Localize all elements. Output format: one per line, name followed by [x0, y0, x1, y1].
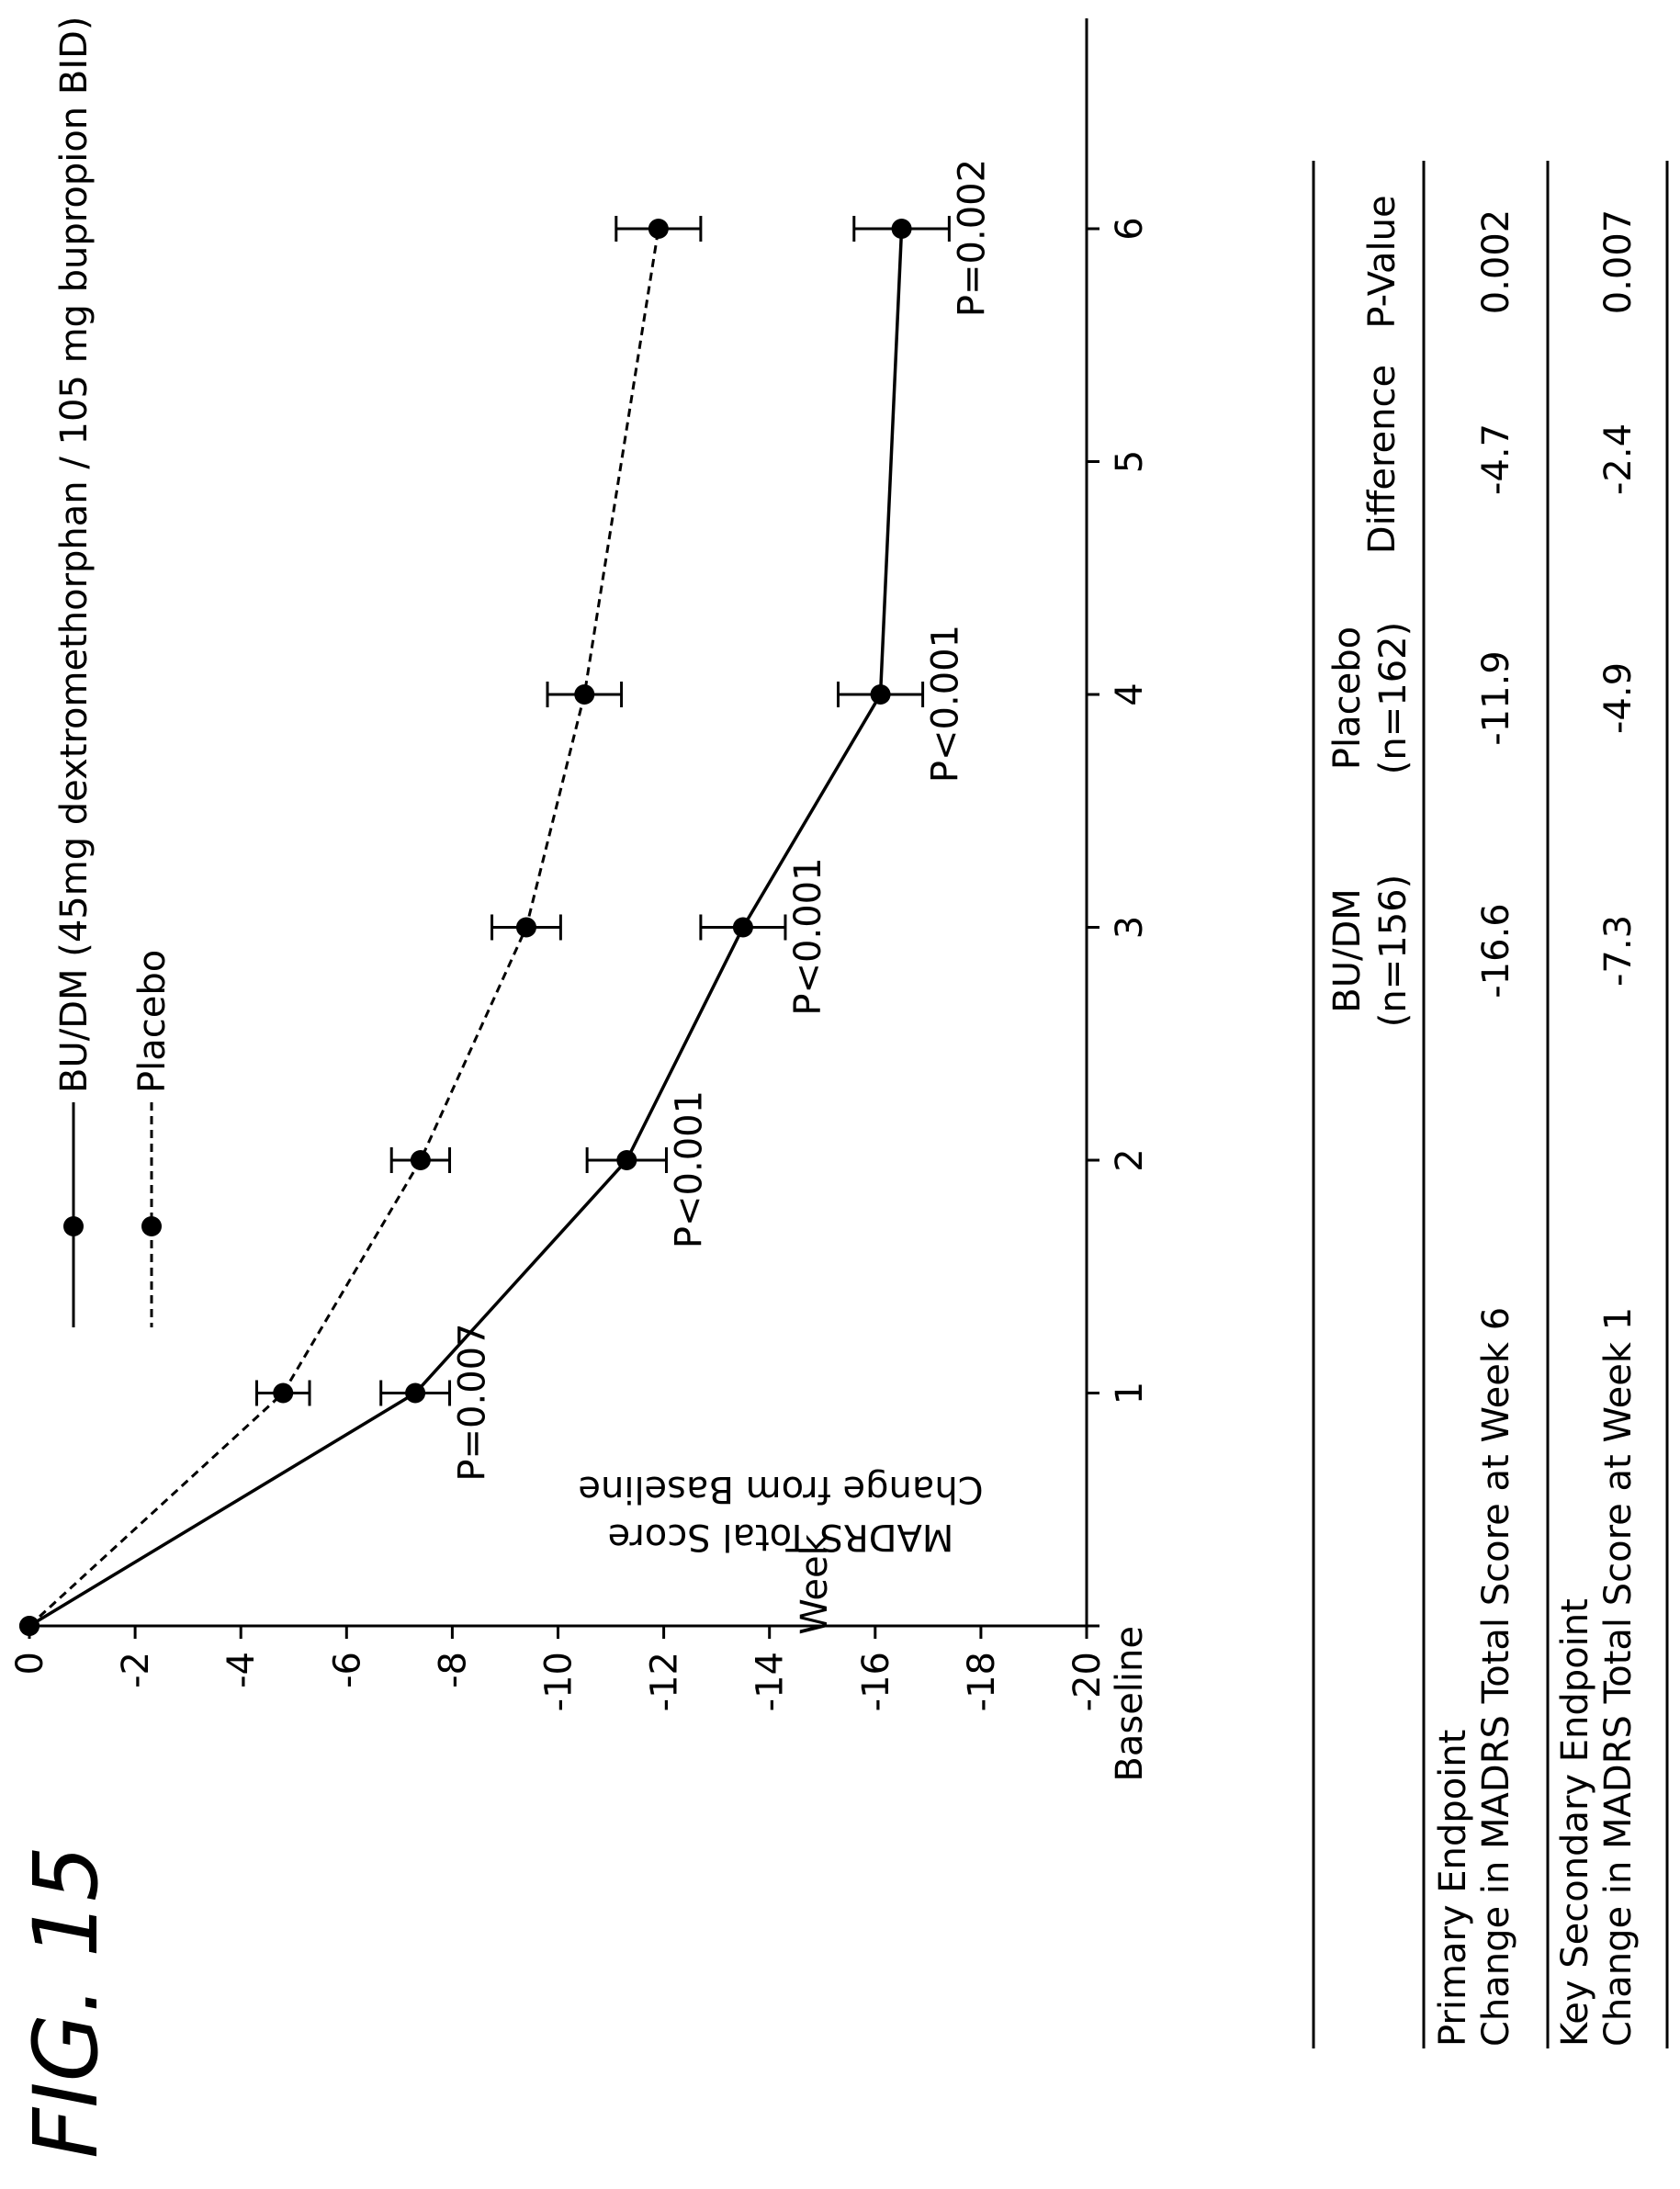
- y-tick-label: -16: [855, 1652, 897, 1711]
- x-tick-label: 5: [1109, 450, 1151, 473]
- p-value-annotation-group: P<0.001: [668, 1090, 710, 1248]
- row2-pvalue: 0.007: [1597, 209, 1640, 315]
- line-chart: 0 -2 -4 -6 -8 -10 -12 -14 -16 -18 -20 Baseline 1 2 3 4…: [9, 16, 1151, 1781]
- p-value-annotation-group: P=0.002: [951, 159, 993, 317]
- header-placebo-n: (n=162): [1372, 622, 1415, 774]
- y-tick-label-group: -14: [750, 1652, 792, 1711]
- x-tick-label-group: 1: [1109, 1382, 1151, 1405]
- row1-label-line2: Change in MADRS Total Score at Week 6: [1475, 1307, 1517, 2047]
- row1-label-line1: Primary Endpoint: [1432, 1730, 1474, 2047]
- x-tick-label: Baseline: [1109, 1626, 1151, 1782]
- series-0-point: [732, 917, 753, 938]
- x-tick-label-group: 4: [1109, 683, 1151, 705]
- p-value-annotation: P=0.002: [951, 159, 993, 317]
- row1-placebo: -11.9: [1475, 650, 1517, 746]
- y-tick-label-group: -12: [644, 1652, 686, 1711]
- series-layer: [19, 216, 951, 1636]
- x-tick-label: 6: [1109, 217, 1151, 240]
- row2-placebo: -4.9: [1597, 662, 1640, 734]
- p-value-annotation-group: P=0.007: [452, 1323, 494, 1481]
- y-tick-label-group: -6: [326, 1652, 368, 1688]
- x-tick-label: 2: [1109, 1148, 1151, 1171]
- y-tick-label-group: -10: [538, 1652, 581, 1711]
- series-1-point: [574, 684, 595, 705]
- y-tick-label: -6: [326, 1652, 368, 1688]
- y-tick-label-group: -16: [855, 1652, 897, 1711]
- header-budm-n: (n=156): [1372, 874, 1415, 1027]
- p-value-annotation: P<0.001: [668, 1090, 710, 1248]
- series-1-point: [515, 917, 536, 938]
- p-value-annotation: P<0.001: [925, 625, 967, 783]
- header-placebo: Placebo: [1326, 626, 1369, 770]
- y-tick-label-group: -20: [1066, 1652, 1109, 1711]
- series-1-point: [410, 1150, 431, 1170]
- legend-1-label: Placebo: [131, 950, 174, 1093]
- row2-label-line1: Key Secondary Endpoint: [1554, 1598, 1596, 2047]
- y-tick-label: -20: [1066, 1652, 1109, 1711]
- p-value-annotation-group: P<0.001: [925, 625, 967, 783]
- annotation-layer: P=0.007 P<0.001 P<0.001 P<0.001 P=0.002: [452, 159, 994, 1482]
- header-pvalue: P-Value: [1361, 195, 1404, 328]
- x-axis: Baseline 1 2 3 4 5 6: [1085, 18, 1151, 1782]
- y-axis-title-line1: MADRS Total Score: [608, 1516, 954, 1558]
- y-tick-label: -4: [220, 1652, 263, 1688]
- series-1-point: [273, 1382, 294, 1404]
- legend-0-label: BU/DM (45mg dextromethorphan / 105 mg bu…: [53, 16, 96, 1093]
- y-tick-label: -12: [644, 1652, 686, 1711]
- header-difference: Difference: [1361, 365, 1404, 554]
- x-tick-label-group: Baseline: [1109, 1626, 1151, 1782]
- x-tick-label: 4: [1109, 683, 1151, 705]
- series-0-line: [28, 228, 904, 1628]
- y-tick-label: 0: [9, 1652, 51, 1675]
- series-1-point: [19, 1616, 39, 1636]
- series-1-line: [28, 228, 660, 1628]
- y-axis: 0 -2 -4 -6 -8 -10 -12 -14 -16 -18 -20: [9, 1624, 1109, 1711]
- series-0-point: [870, 684, 891, 705]
- row1-pvalue: 0.002: [1475, 209, 1517, 315]
- legend-label-group: BU/DM (45mg dextromethorphan / 105 mg bu…: [53, 16, 96, 1093]
- y-axis-title-line2: Change from Baseline: [578, 1468, 983, 1510]
- x-tick-label-group: 6: [1109, 217, 1151, 240]
- p-value-annotation: P=0.007: [452, 1323, 494, 1481]
- y-tick-label: -8: [432, 1652, 474, 1688]
- legend-label-group: Placebo: [131, 950, 174, 1093]
- row1-difference: -4.7: [1475, 423, 1517, 495]
- y-tick-label-group: -2: [115, 1652, 157, 1688]
- series-0-point: [405, 1382, 426, 1404]
- results-table: BU/DM (n=156) Placebo (n=162) Difference…: [1312, 161, 1669, 2048]
- header-budm: BU/DM: [1326, 888, 1369, 1013]
- y-tick-label-group: -8: [432, 1652, 474, 1688]
- y-tick-label: -2: [115, 1652, 157, 1688]
- p-value-annotation: P<0.001: [787, 857, 829, 1015]
- row1-budm: -16.6: [1475, 903, 1517, 999]
- figure-label: FIG. 15: [15, 1845, 118, 2159]
- series-1-point: [648, 219, 669, 239]
- y-tick-label: -14: [750, 1652, 792, 1711]
- y-tick-label-group: -4: [220, 1652, 263, 1688]
- row2-label-line2: Change in MADRS Total Score at Week 1: [1597, 1307, 1640, 2047]
- p-value-annotation-group: P<0.001: [787, 857, 829, 1015]
- row2-budm: -7.3: [1597, 915, 1640, 987]
- row2-difference: -2.4: [1597, 423, 1640, 495]
- x-tick-label-group: 5: [1109, 450, 1151, 473]
- x-tick-label-group: 2: [1109, 1148, 1151, 1171]
- y-tick-label-group: -18: [961, 1652, 1003, 1711]
- legend: BU/DM (45mg dextromethorphan / 105 mg bu…: [53, 16, 174, 1327]
- series-0-point: [616, 1150, 637, 1170]
- x-tick-label-group: 3: [1109, 916, 1151, 939]
- y-tick-label-group: 0: [9, 1652, 51, 1675]
- y-tick-label: -18: [961, 1652, 1003, 1711]
- x-tick-label: 3: [1109, 916, 1151, 939]
- series-0-point: [891, 219, 912, 239]
- x-tick-label: 1: [1109, 1382, 1151, 1405]
- y-tick-label: -10: [538, 1652, 581, 1711]
- x-axis-title: Week: [794, 1533, 836, 1634]
